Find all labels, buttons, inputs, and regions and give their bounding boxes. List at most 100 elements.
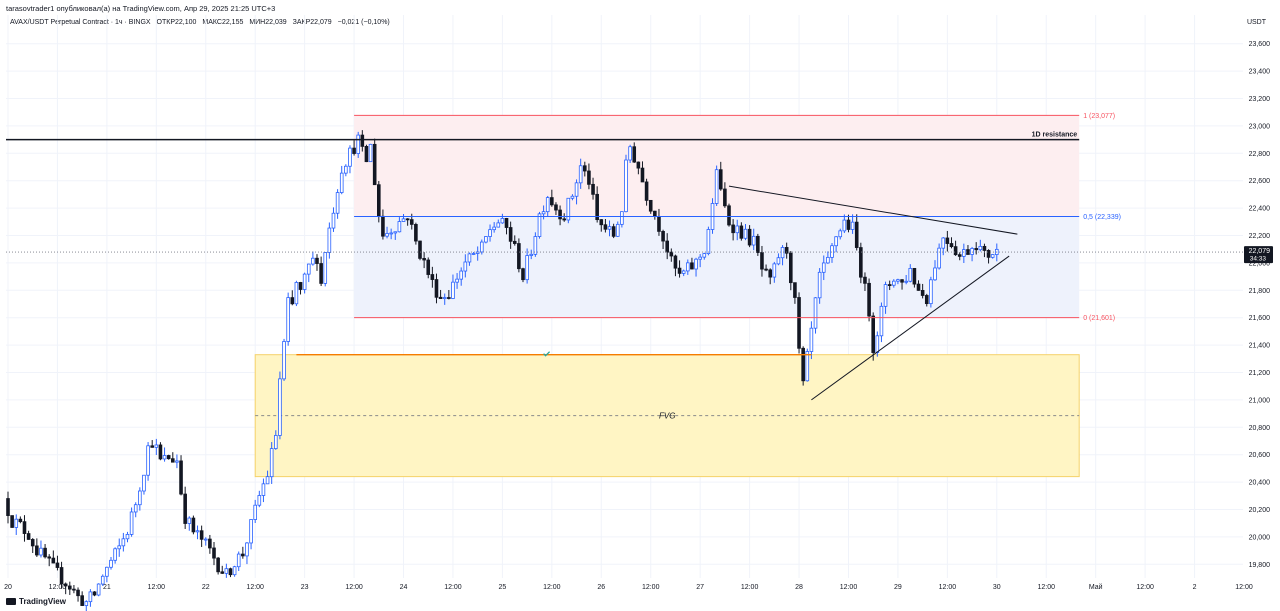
triangle-lower-line	[811, 255, 1010, 401]
candle-body	[146, 445, 150, 476]
symbol-title[interactable]: AVAX/USDT Perpetual Contract · 1ч · BING…	[10, 19, 151, 26]
candle-body	[76, 589, 80, 597]
candle-body	[949, 243, 954, 248]
candle-body	[187, 517, 192, 524]
candle-body	[957, 254, 962, 257]
candle-body	[368, 143, 373, 163]
candle-body	[846, 219, 851, 230]
candle-body	[43, 547, 47, 558]
candle-body	[496, 222, 501, 228]
candle-body	[611, 226, 616, 237]
tradingview-logo-text: TradingView	[19, 597, 66, 606]
candle-body	[673, 255, 678, 269]
candle-body	[854, 221, 859, 248]
time-tick-label: 26	[597, 584, 605, 591]
candle-body	[22, 521, 27, 534]
candle-body	[784, 247, 789, 254]
candle-body	[447, 297, 451, 299]
candle-body	[541, 211, 546, 215]
candle-body	[550, 197, 554, 206]
candle-body	[768, 269, 772, 278]
candle-body	[962, 249, 966, 257]
tradingview-logo[interactable]: TradingView	[6, 597, 66, 606]
candle-body	[583, 165, 587, 172]
candle-body	[545, 197, 550, 213]
candle-body	[648, 199, 653, 212]
candle-body	[892, 280, 896, 286]
candle-body	[166, 455, 171, 460]
candle-body	[517, 243, 521, 270]
candle-body	[694, 258, 698, 270]
last-price-label: 22,079	[1249, 248, 1271, 255]
candle-body	[352, 147, 356, 154]
candle-body	[348, 147, 352, 167]
candle-body	[409, 219, 414, 225]
candle-body	[319, 263, 323, 284]
candle-body	[306, 263, 311, 275]
candle-body	[216, 557, 220, 573]
candle-body	[867, 282, 871, 317]
candle-body	[751, 235, 756, 246]
candle-body	[191, 517, 196, 533]
candle-body	[51, 557, 56, 564]
candle-body	[912, 267, 917, 285]
candle-body	[422, 257, 426, 261]
candle-body	[463, 261, 468, 272]
time-tick-label: Май	[1089, 583, 1103, 591]
candle-body	[603, 224, 608, 230]
candle-body	[442, 297, 447, 299]
candle-body	[805, 351, 810, 382]
candle-body	[471, 253, 476, 255]
candle-body	[327, 227, 332, 253]
candle-body	[578, 165, 583, 184]
candle-body	[690, 262, 694, 270]
time-tick-label: 23	[301, 584, 309, 591]
candle-body	[756, 235, 760, 253]
price-axis[interactable]: USDT 19,800 20,000 20,200 20,400 20,600 20,800…	[1244, 19, 1273, 569]
candle-body	[278, 378, 282, 436]
candle-body	[512, 240, 517, 244]
candle-body	[525, 255, 529, 281]
candle-body	[953, 246, 958, 256]
candle-body	[529, 253, 534, 256]
ohlc-high: МАКС22,155	[202, 19, 244, 26]
time-axis[interactable]: 20 12:00 21 12:00 22 12:00 23 12:00 24 12:00 25 12:…	[4, 583, 1253, 591]
candle-body	[438, 296, 443, 299]
candle-body	[747, 228, 752, 246]
fib-level-label: 1 (23,077)	[1083, 113, 1115, 120]
candle-body	[760, 252, 764, 270]
candle-body	[974, 248, 978, 251]
drawing-lines: 1D resistance 1 (23,077) 0,5 (22,339) 0 (21…	[6, 113, 1243, 401]
check-icon	[543, 351, 551, 357]
candle-body	[323, 252, 328, 284]
candle-body	[261, 483, 266, 496]
candle-body	[990, 254, 995, 258]
candle-body	[426, 259, 431, 275]
candle-body	[286, 297, 290, 342]
candle-body	[154, 444, 159, 448]
candle-body	[723, 188, 727, 207]
price-tick-label: 19,800	[1249, 562, 1271, 569]
candle-body	[714, 169, 719, 204]
candle-body	[158, 444, 163, 460]
candle-body	[195, 530, 200, 533]
candle-body	[887, 284, 892, 286]
time-tick-label: 12:00	[246, 584, 264, 591]
candle-body	[504, 218, 509, 228]
candle-body	[970, 248, 974, 255]
candle-body	[253, 504, 258, 520]
candle-body	[859, 247, 863, 278]
candle-body	[986, 250, 991, 258]
candle-body	[335, 192, 340, 214]
price-tick-label: 23,400	[1249, 69, 1271, 76]
candle-body	[10, 515, 14, 528]
price-tick-label: 23,600	[1249, 41, 1271, 48]
candle-body	[273, 435, 278, 449]
time-tick-label: 2	[1193, 584, 1197, 591]
time-tick-label: 12:00	[642, 584, 660, 591]
candle-body	[109, 559, 113, 568]
candle-body	[467, 253, 472, 263]
candle-body	[780, 247, 785, 259]
ohlc-change: −0,021 (−0,10%)	[337, 19, 390, 26]
